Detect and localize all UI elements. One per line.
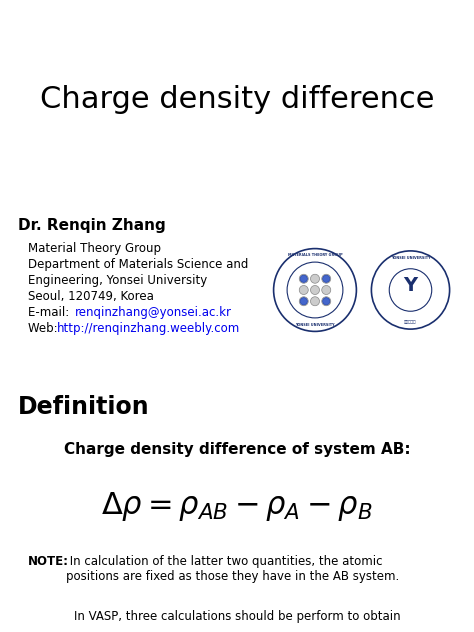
Circle shape: [322, 297, 331, 306]
Circle shape: [300, 275, 307, 283]
Circle shape: [310, 286, 319, 295]
Text: In VASP, three calculations should be perform to obtain: In VASP, three calculations should be pe…: [73, 610, 401, 623]
Text: Definition: Definition: [18, 395, 150, 419]
Circle shape: [299, 297, 308, 306]
Text: renqinzhang@yonsei.ac.kr: renqinzhang@yonsei.ac.kr: [75, 306, 232, 319]
Text: YONSEI UNIVERSITY: YONSEI UNIVERSITY: [295, 323, 335, 327]
Text: Web:: Web:: [28, 322, 61, 335]
Circle shape: [322, 274, 331, 283]
Text: MATERIALS THEORY GROUP: MATERIALS THEORY GROUP: [288, 253, 342, 257]
Text: Dr. Renqin Zhang: Dr. Renqin Zhang: [18, 218, 166, 233]
Circle shape: [299, 274, 308, 283]
Circle shape: [310, 297, 319, 306]
Circle shape: [300, 298, 307, 305]
Text: In calculation of the latter two quantities, the atomic
positions are fixed as t: In calculation of the latter two quantit…: [66, 555, 399, 583]
Text: E-mail:: E-mail:: [28, 306, 73, 319]
Text: $\Delta\rho = \rho_{AB} - \rho_{A} - \rho_{B}$: $\Delta\rho = \rho_{AB} - \rho_{A} - \rh…: [101, 490, 373, 523]
Circle shape: [322, 286, 331, 295]
Text: Y: Y: [403, 276, 418, 295]
Text: YONSEI UNIVERSITY: YONSEI UNIVERSITY: [391, 256, 430, 260]
Circle shape: [323, 275, 330, 283]
Text: http://renqinzhang.weebly.com: http://renqinzhang.weebly.com: [57, 322, 240, 335]
Text: Charge density difference of system AB:: Charge density difference of system AB:: [64, 442, 410, 457]
Text: Charge density difference: Charge density difference: [40, 85, 434, 114]
Text: Material Theory Group: Material Theory Group: [28, 242, 161, 255]
Text: Seoul, 120749, Korea: Seoul, 120749, Korea: [28, 290, 154, 303]
Text: NOTE:: NOTE:: [28, 555, 69, 568]
Text: 연세대학교: 연세대학교: [404, 320, 417, 324]
Text: Department of Materials Science and: Department of Materials Science and: [28, 258, 248, 271]
Circle shape: [299, 286, 308, 295]
Text: Engineering, Yonsei University: Engineering, Yonsei University: [28, 274, 207, 287]
Circle shape: [323, 298, 330, 305]
Circle shape: [310, 274, 319, 283]
